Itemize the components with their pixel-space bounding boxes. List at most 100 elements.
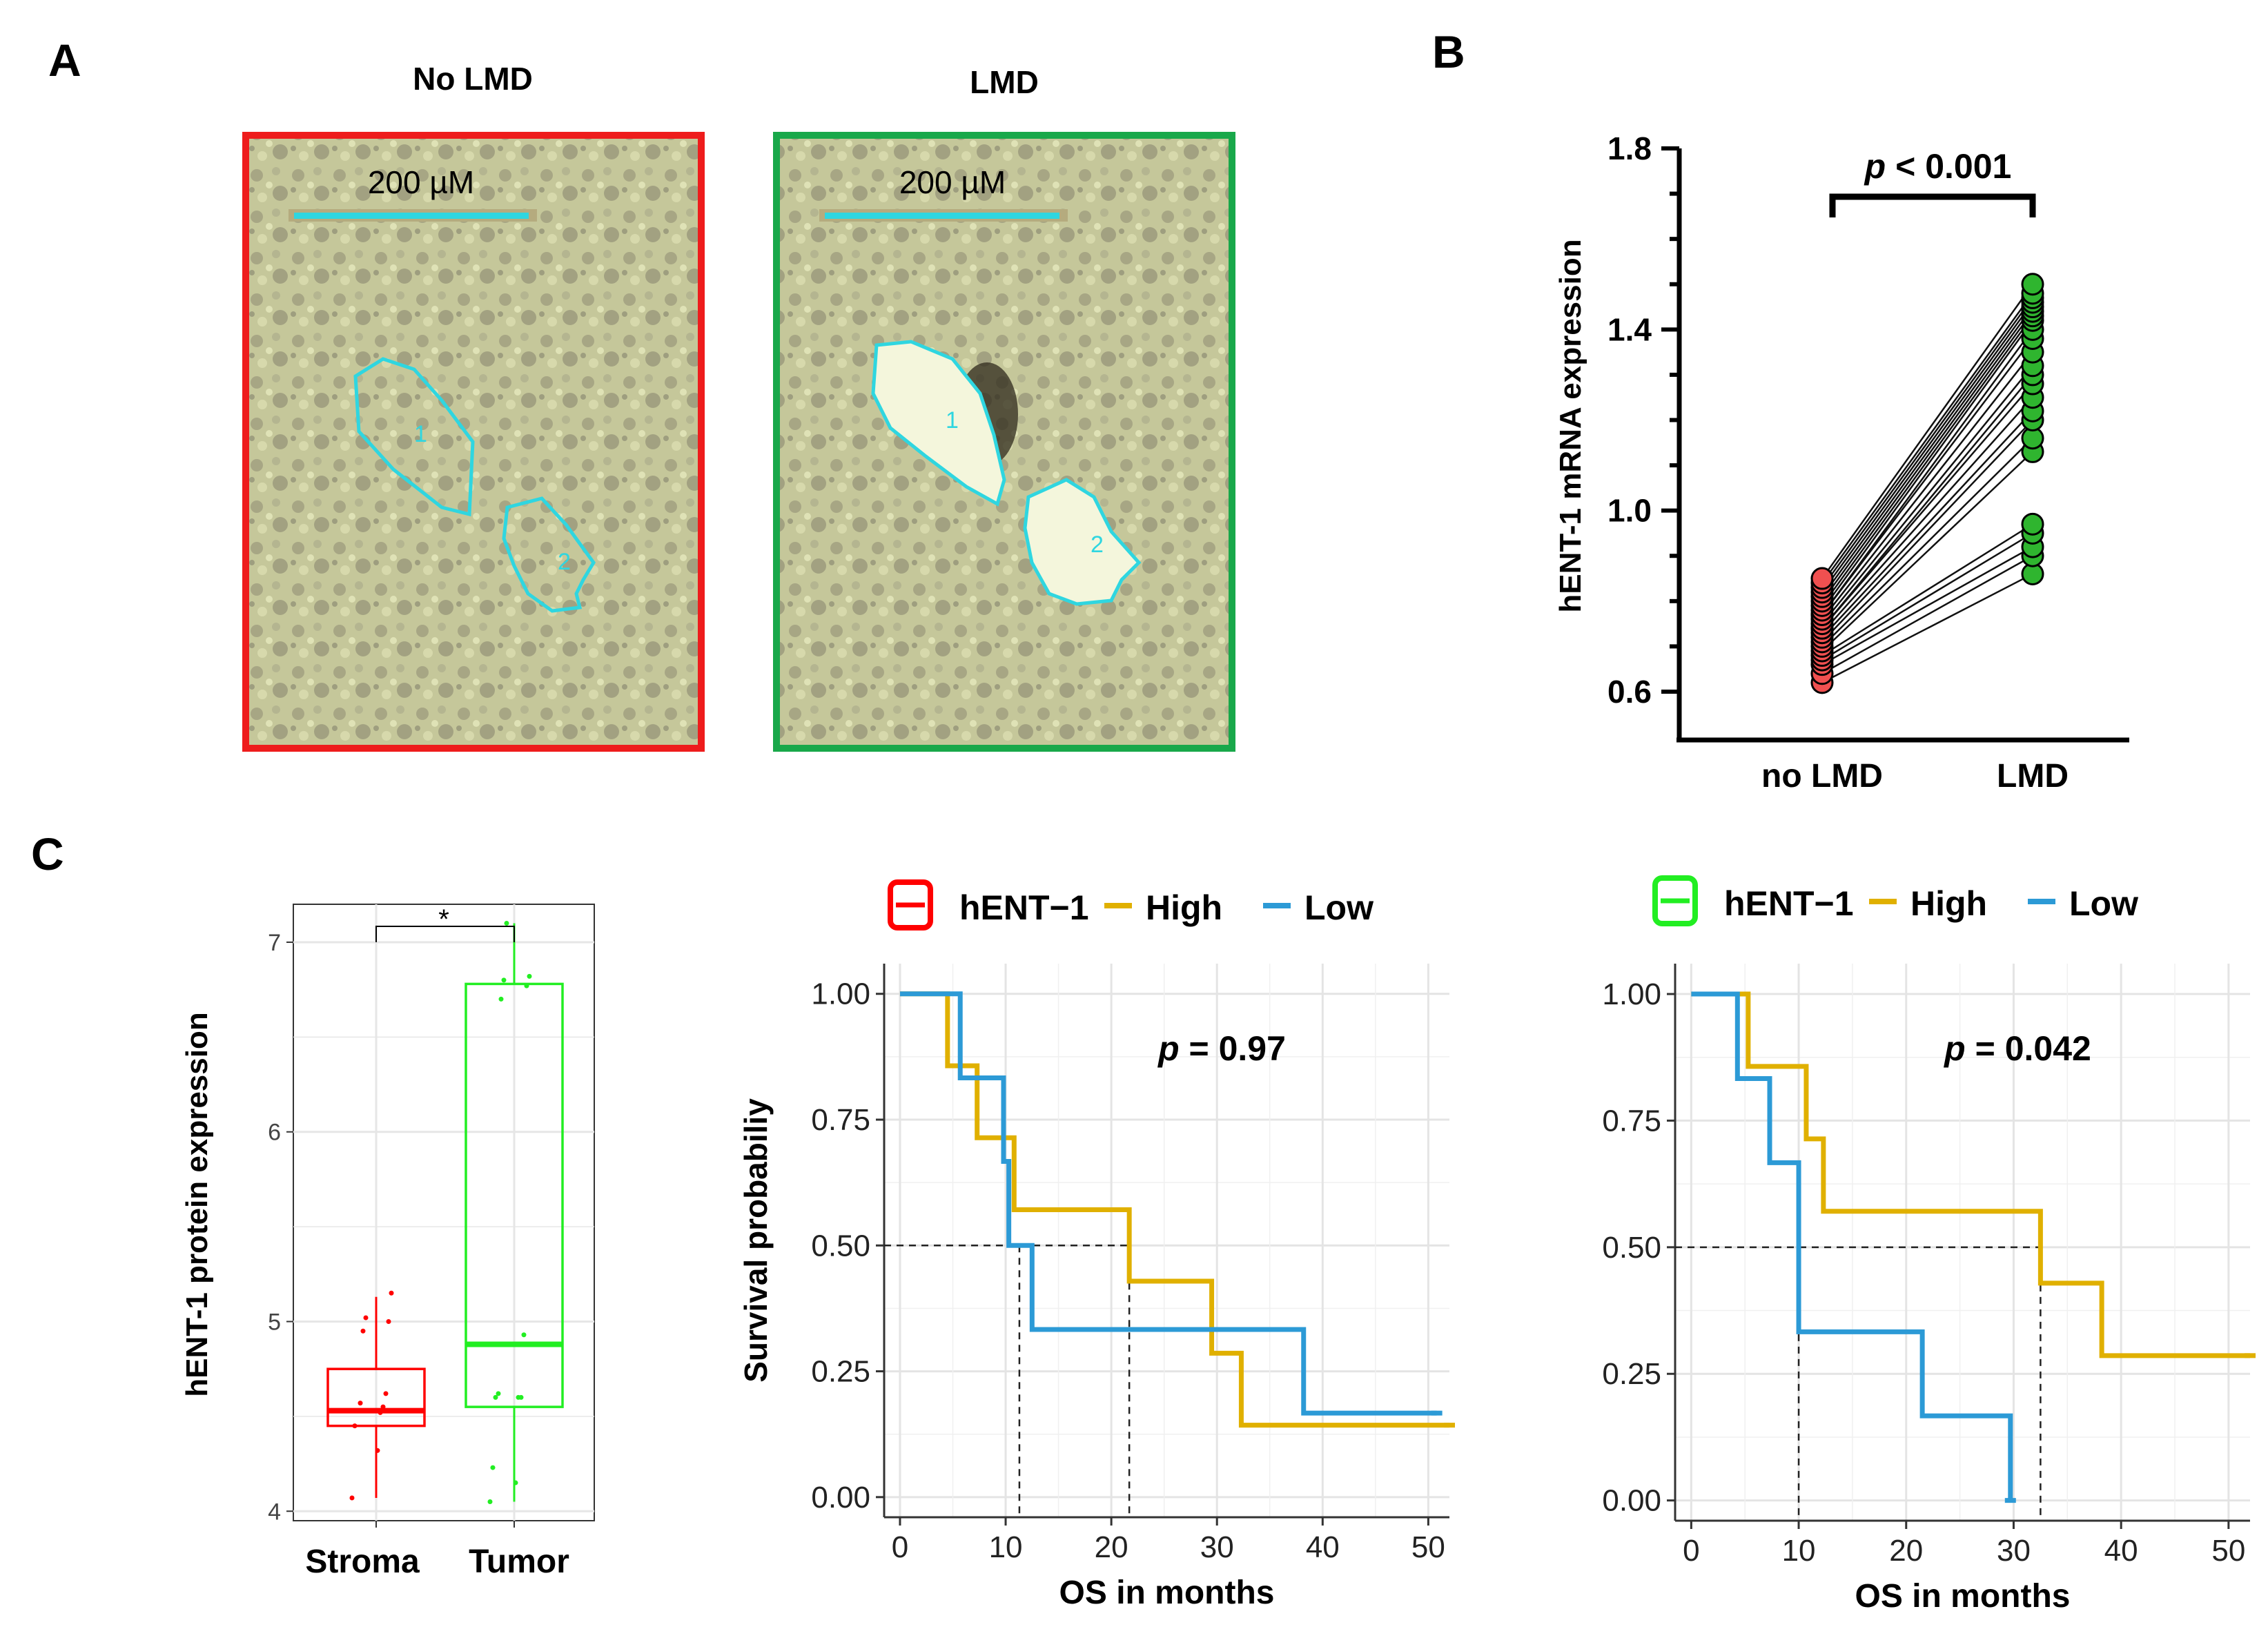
pair-line [1821,297,2034,588]
jitter-point [360,1328,366,1334]
panel-letter-c: C [31,828,64,879]
p-value: p < 0.001 [1864,147,2012,186]
jitter-point [518,1394,524,1400]
legend-box-icon [1652,875,1698,926]
y-tick-label: 1.00 [811,977,870,1011]
x-tick-label: 20 [1889,1534,1923,1568]
pair-line [1821,383,2033,629]
tick-labels: 0.6 1.0 1.4 1.8 no LMD LMD [1607,130,2069,795]
x-axis-label: OS in months [1059,1575,1275,1611]
box [465,982,564,1408]
y-tick-label: 1.0 [1607,493,1652,529]
pair-line [1821,351,2033,620]
jitter-point [375,1448,380,1453]
legend-label-low: Low [1304,888,1373,927]
region-outline-1 [353,357,475,517]
p-value-text: = 0.97 [1180,1029,1286,1068]
y-axis-label: hENT-1 mRNA expression [1554,239,1587,612]
y-tick-label: 4 [268,1499,281,1525]
jitter-point [504,920,509,926]
jitter-point [496,1391,501,1396]
pair-line [1821,523,2033,656]
y-tick-label: 0.75 [1602,1104,1661,1138]
pair-line [1821,555,2033,674]
p-symbol: p [1157,1029,1180,1068]
jitter-point [358,1401,363,1406]
pair-lines [1821,284,2034,683]
x-tick-label: 0 [1683,1534,1699,1568]
x-tick-label: 50 [1411,1530,1445,1564]
jitter-point [490,1465,496,1470]
x-tick-label: 10 [1782,1534,1816,1568]
y-tick-label: 1.4 [1607,311,1652,347]
pair-line [1821,546,2033,665]
lmd-micrograph: 200 µM 1 2 [773,132,1235,752]
panel-b-chart: 0.6 1.0 1.4 1.8 no LMD LMD hENT-1 mRNA expres… [1554,130,2129,795]
pair-line [1821,320,2034,611]
region-label-1: 1 [946,407,959,433]
region-label-2: 2 [1091,532,1104,558]
jitter-point [352,1423,358,1429]
jitter-point [524,983,529,988]
x-tick-label: LMD [1997,758,2069,795]
y-tick-label: 5 [268,1309,281,1335]
jitter-point [487,1499,493,1505]
pair-line [1821,329,2034,616]
median-lines [1675,1246,2042,1521]
jitter-point [378,1410,383,1415]
y-tick-label: 0.50 [1602,1231,1661,1265]
lmd-title: LMD [970,64,1039,100]
x-tick-label: Stroma [305,1543,420,1580]
legend-label-low: Low [2069,884,2138,923]
pair-line [1821,396,2033,634]
pair-line [1821,315,2034,607]
pair-line [1821,437,2033,647]
jitter-point [349,1495,355,1501]
panel-letter-a: A [48,35,81,86]
no-lmd-title: No LMD [413,61,533,97]
region-label-2: 2 [558,549,571,575]
no-lmd-micrograph: 200 µM 1 2 [242,132,705,752]
median-lines [884,1245,1131,1517]
lmd-point [2021,512,2044,536]
jitter-point [389,1290,394,1296]
lmd-point [2021,273,2044,296]
legend-title: hENT−1 [1724,884,1854,923]
x-tick-label: no LMD [1761,758,1883,795]
jitter-point [527,973,532,979]
y-tick-label: 0.6 [1607,674,1652,710]
legend-title: hENT−1 [959,888,1089,927]
km-curve-low [1691,991,2013,1501]
dissected-region-2 [1023,478,1142,606]
axes: 0.00 0.25 0.50 0.75 1.00 0 10 20 30 40 50 OS in mon… [1602,964,2250,1615]
pair-line [1821,532,2033,661]
pair-line [1821,306,2034,598]
x-axis-label: OS in months [1855,1578,2071,1615]
jitter-point [501,977,507,983]
km-curve-high [1691,991,2250,1358]
x-tick-label: 10 [989,1530,1023,1564]
x-tick-label: Tumor [469,1543,569,1580]
jitter-point [355,1408,360,1414]
pair-line [1821,284,2034,579]
pair-line [1821,311,2034,602]
pair-line [1821,410,2033,639]
jitter-point [498,996,504,1002]
jitter-point [493,1394,498,1400]
region-outline-2 [502,496,596,613]
panel-a: No LMD LMD 200 µM 1 2 200 µM 1 2 [242,61,1235,752]
axes [1661,146,2129,743]
x-tick-label: 40 [1306,1530,1340,1564]
y-tick-label: 0.00 [1602,1484,1661,1518]
pair-line [1821,302,2034,593]
data-points [1810,273,2044,694]
x-tick-label: 50 [2211,1534,2245,1568]
legend-box-icon [888,879,933,931]
p-value: p = 0.042 [1943,1029,2091,1068]
x-tick-label: 0 [892,1530,908,1564]
scale-label: 200 µM [899,164,1006,200]
box [326,1367,426,1428]
plot-frame [293,904,595,1521]
p-value: p = 0.97 [1157,1029,1286,1068]
